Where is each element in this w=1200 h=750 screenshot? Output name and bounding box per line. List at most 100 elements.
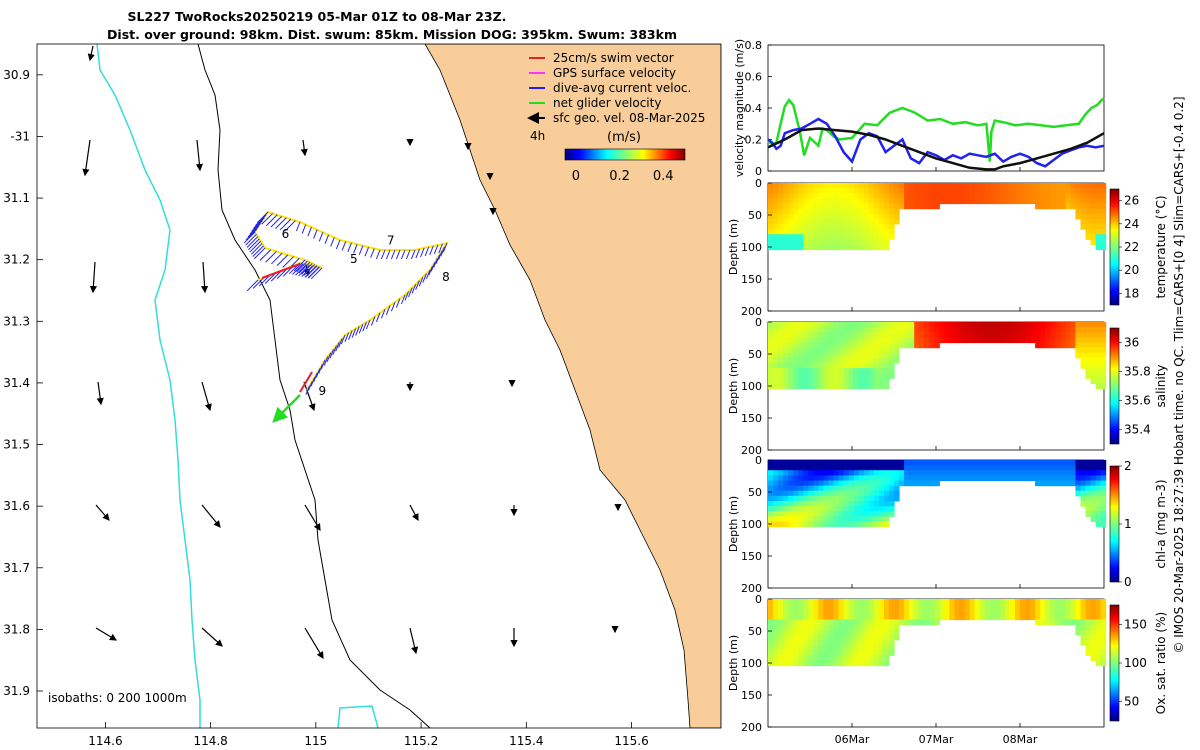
depth-section-cell xyxy=(778,322,784,328)
depth-section-cell xyxy=(783,655,789,661)
depth-section-cell xyxy=(873,640,880,646)
depth-section-cell xyxy=(868,363,875,369)
depth-section-cell xyxy=(783,640,789,646)
depth-section-cell xyxy=(1090,624,1097,631)
depth-section-cell xyxy=(1090,193,1097,199)
depth-section-cell xyxy=(959,193,966,199)
depth-section-cell xyxy=(883,470,890,476)
depth-section-cell xyxy=(833,188,840,194)
depth-section-cell xyxy=(1095,460,1102,466)
depth-section-cell xyxy=(1095,645,1102,651)
depth-section-cell xyxy=(883,208,890,215)
depth-section-cell xyxy=(808,352,814,359)
depth-section-cell xyxy=(934,188,940,194)
depth-section-cell xyxy=(833,193,840,199)
depth-section-cell xyxy=(1050,470,1056,476)
depth-section-cell xyxy=(904,480,910,487)
depth-section-cell xyxy=(1085,352,1092,359)
depth-section-cell xyxy=(1080,188,1087,194)
depth-section-cell xyxy=(1060,332,1066,338)
current-vector xyxy=(365,319,371,330)
depth-section-cell xyxy=(818,521,824,528)
depth-section-cell xyxy=(783,183,789,189)
depth-section-cell xyxy=(944,322,950,328)
depth-section-cell xyxy=(889,634,895,641)
depth-section-cell xyxy=(813,347,819,354)
depth-section-cell xyxy=(868,203,875,210)
depth-section-cell xyxy=(843,604,850,610)
depth-section-cell xyxy=(889,619,895,626)
depth-section-cell xyxy=(843,485,850,492)
depth-ytick-label: 100 xyxy=(741,657,762,670)
depth-section-cell xyxy=(818,614,824,621)
depth-section-cell xyxy=(798,619,804,626)
depth-section-cell xyxy=(1085,619,1092,626)
depth-section-cell xyxy=(848,660,855,667)
depth-section-cell xyxy=(803,342,809,349)
depth-section-cell xyxy=(853,347,860,354)
depth-section-cell xyxy=(889,224,895,230)
depth-section-cell xyxy=(1045,460,1051,466)
depth-section-cell xyxy=(1020,475,1026,482)
depth-section-cell xyxy=(1075,208,1081,215)
dive-avg-current-vectors xyxy=(243,211,448,395)
depth-section-cell xyxy=(773,208,779,215)
depth-section-cell xyxy=(788,470,794,476)
depth-section-cell xyxy=(1100,198,1107,205)
depth-section-cell xyxy=(808,378,814,384)
depth-section-cell xyxy=(878,460,885,466)
depth-section-cell xyxy=(768,655,774,661)
depth-section-cell xyxy=(873,629,880,636)
depth-section-cell xyxy=(1090,332,1097,338)
depth-section-cell xyxy=(979,599,986,605)
depth-section-cell xyxy=(1090,203,1097,210)
depth-section-cell xyxy=(818,655,824,661)
depth-section-cell xyxy=(788,213,794,220)
depth-ytick-label: 150 xyxy=(741,412,762,425)
depth-section-cell xyxy=(773,327,779,333)
depth-section-cell xyxy=(1085,337,1092,344)
depth-section-cell xyxy=(823,624,829,631)
depth-section-cell xyxy=(878,332,885,338)
current-vector xyxy=(324,234,330,245)
current-vector xyxy=(249,240,262,253)
timeseries-line xyxy=(767,97,1105,162)
depth-section-cell xyxy=(863,490,870,497)
depth-section-cell xyxy=(1085,234,1092,240)
depth-section-cell xyxy=(1095,614,1102,621)
depth-section-cell xyxy=(833,604,840,610)
depth-section-cell xyxy=(873,229,880,235)
depth-section-cell xyxy=(863,193,870,199)
depth-section-cell xyxy=(999,614,1006,621)
depth-section-cell xyxy=(793,465,799,471)
depth-section-cell xyxy=(949,337,955,344)
depth-section-cell xyxy=(924,480,930,487)
depth-section-cell xyxy=(768,614,774,621)
depth-section-cell xyxy=(883,239,890,245)
depth-section-cell xyxy=(1030,609,1036,615)
depth-section-cell xyxy=(853,599,860,605)
depth-section-cell xyxy=(833,506,840,512)
current-vector xyxy=(279,218,292,231)
depth-section-cell xyxy=(1080,501,1087,507)
depth-section-cell xyxy=(873,660,880,667)
depth-section-cell xyxy=(1070,599,1076,605)
depth-section-cell xyxy=(899,619,905,626)
depth-section-cell xyxy=(858,604,865,610)
depth-section-cell xyxy=(878,203,885,210)
depth-section-cell xyxy=(889,629,895,636)
depth-section-cell xyxy=(853,634,860,641)
depth-section-cell xyxy=(858,368,865,374)
depth-section-cell xyxy=(1090,224,1097,230)
depth-section-cell xyxy=(974,465,981,471)
depth-section-cell xyxy=(1030,322,1036,328)
depth-section-cell xyxy=(1095,357,1102,364)
geo-velocity-arrow xyxy=(201,381,212,412)
depth-section-cell xyxy=(894,357,900,364)
depth-section-cell xyxy=(803,337,809,344)
depth-section-cell xyxy=(1004,470,1011,476)
depth-section-cell xyxy=(939,183,945,189)
depth-section-cell xyxy=(838,229,845,235)
depth-section-cell xyxy=(919,604,925,610)
depth-section-cell xyxy=(889,229,895,235)
